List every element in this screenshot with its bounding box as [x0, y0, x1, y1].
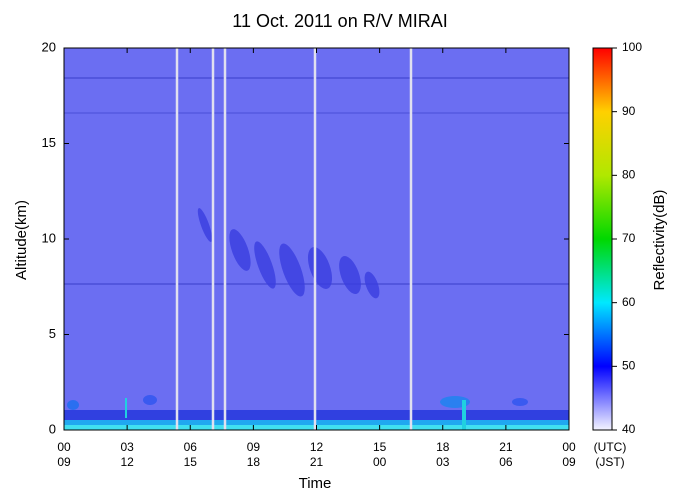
- colorbar: [592, 47, 613, 431]
- y-tick-label: 0: [49, 421, 56, 436]
- colorbar-tick-label: 60: [622, 295, 636, 309]
- x-tick-label-jst: 15: [184, 455, 198, 469]
- x-tick-label-jst: 12: [120, 455, 134, 469]
- colorbar-tick-label: 70: [622, 231, 636, 245]
- x-tick-label: 12: [310, 440, 324, 454]
- x-tick-label: 00: [562, 440, 576, 454]
- colorbar-label: Reflectivity(dB): [651, 190, 668, 291]
- x-tick-label: 06: [184, 440, 198, 454]
- x-tick-label: 15: [373, 440, 387, 454]
- utc-label: (UTC): [594, 440, 627, 454]
- x-tick-label-jst: 09: [57, 455, 71, 469]
- colorbar-tick-label: 80: [622, 168, 636, 182]
- x-tick-label-jst: 09: [562, 455, 576, 469]
- x-tick-label: 00: [57, 440, 71, 454]
- x-tick-label: 09: [247, 440, 261, 454]
- x-tick-label-jst: 03: [436, 455, 450, 469]
- colorbar-tick-label: 90: [622, 104, 636, 118]
- y-tick-label: 20: [42, 39, 56, 54]
- radar-image: [64, 48, 569, 430]
- colorbar-tick-label: 40: [622, 422, 636, 436]
- jst-label: (JST): [595, 455, 624, 469]
- colorbar-tick-label: 100: [622, 40, 642, 54]
- x-axis-label: Time: [299, 475, 332, 491]
- x-tick-label-jst: 06: [499, 455, 513, 469]
- x-tick-label: 21: [499, 440, 513, 454]
- chart-title: 11 Oct. 2011 on R/V MIRAI: [232, 11, 447, 31]
- x-tick-label-jst: 18: [247, 455, 261, 469]
- y-axis-label: Altitude(km): [13, 200, 30, 280]
- y-tick-label: 15: [42, 135, 56, 150]
- x-tick-label: 03: [120, 440, 134, 454]
- y-tick-label: 5: [49, 326, 56, 341]
- colorbar-tick-label: 50: [622, 359, 636, 373]
- x-tick-label-jst: 00: [373, 455, 387, 469]
- x-tick-label-jst: 21: [310, 455, 324, 469]
- y-tick-label: 10: [42, 230, 56, 245]
- x-tick-label: 18: [436, 440, 450, 454]
